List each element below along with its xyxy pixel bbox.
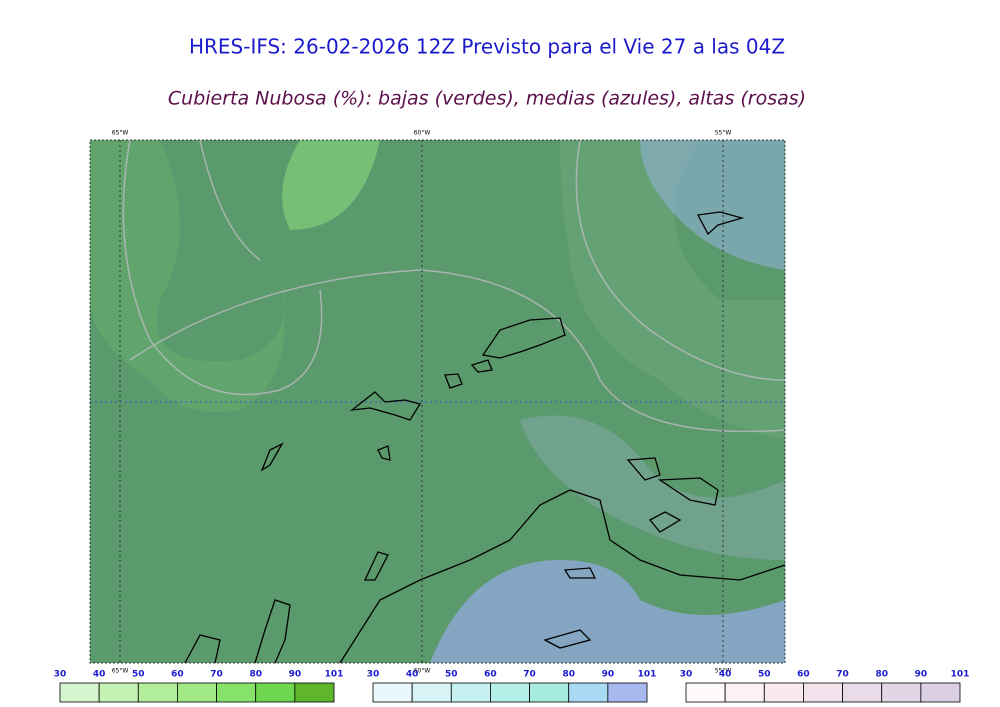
colorbar-label: 80 — [875, 670, 888, 680]
colorbar-label: 60 — [797, 670, 810, 680]
colorbar-label: 80 — [249, 670, 262, 680]
colorbar-label: 40 — [406, 670, 419, 680]
colorbar-label: 50 — [758, 670, 771, 680]
colorbar-label: 90 — [602, 670, 615, 680]
colorbar-bin — [98, 682, 139, 703]
colorbar-label: 70 — [523, 670, 536, 680]
colorbar-bin — [763, 682, 804, 703]
colorbar-bin — [411, 682, 452, 703]
colorbar-label: 101 — [325, 670, 344, 680]
colorbar-label: 60 — [484, 670, 497, 680]
colorbar-label: 60 — [171, 670, 184, 680]
colorbar-bin — [685, 682, 726, 703]
colorbar-label: 50 — [445, 670, 458, 680]
colorbar-label: 70 — [836, 670, 849, 680]
colorbar-bin — [529, 682, 570, 703]
colorbar-bin — [59, 682, 100, 703]
cloud-area — [90, 140, 285, 412]
colorbar-bin — [450, 682, 491, 703]
colorbar-bin — [294, 682, 335, 703]
colorbar-bin — [216, 682, 257, 703]
colorbar-label: 70 — [210, 670, 223, 680]
colorbar-bin — [568, 682, 609, 703]
colorbar-label: 30 — [54, 670, 67, 680]
map-frame — [89, 139, 786, 664]
colorbar-bin — [137, 682, 178, 703]
title: HRES-IFS: 26-02-2026 12Z Previsto para e… — [189, 35, 785, 59]
colorbar-label: 50 — [132, 670, 145, 680]
map — [89, 139, 786, 664]
colorbar-bin — [920, 682, 961, 703]
cloud-area — [560, 140, 785, 440]
cloud-area — [520, 415, 785, 560]
longitude-label: 55°W — [715, 130, 732, 137]
colorbar-label: 90 — [289, 670, 302, 680]
longitude-label: 65°W — [112, 668, 129, 675]
cloud-area — [430, 560, 785, 663]
colorbar-label: 90 — [915, 670, 928, 680]
colorbar-label: 30 — [367, 670, 380, 680]
colorbar-bin — [255, 682, 296, 703]
colorbar-bin — [490, 682, 530, 703]
longitude-label: 55°W — [715, 668, 732, 675]
longitude-label: 60°W — [414, 130, 431, 137]
colorbar-label: 40 — [719, 670, 732, 680]
colorbar-bin — [842, 682, 883, 703]
colorbar-bin — [177, 682, 217, 703]
colorbar-bin — [724, 682, 765, 703]
colorbar-bin — [372, 682, 413, 703]
coastlines — [184, 211, 786, 664]
colorbar-bin — [881, 682, 922, 703]
colorbar-label: 40 — [93, 670, 106, 680]
contour — [122, 139, 786, 433]
colorbar-bin — [803, 682, 843, 703]
colorbar-label: 101 — [951, 670, 970, 680]
colorbar-label: 30 — [680, 670, 693, 680]
subtitle: Cubierta Nubosa (%): bajas (verdes), med… — [168, 88, 806, 110]
colorbar-label: 101 — [638, 670, 657, 680]
cloud-area — [640, 140, 785, 270]
cloud-area — [282, 140, 380, 230]
longitude-label: 65°W — [112, 130, 129, 137]
colorbar-bin — [607, 682, 648, 703]
colorbar-label: 80 — [562, 670, 575, 680]
longitude-label: 60°W — [414, 668, 431, 675]
